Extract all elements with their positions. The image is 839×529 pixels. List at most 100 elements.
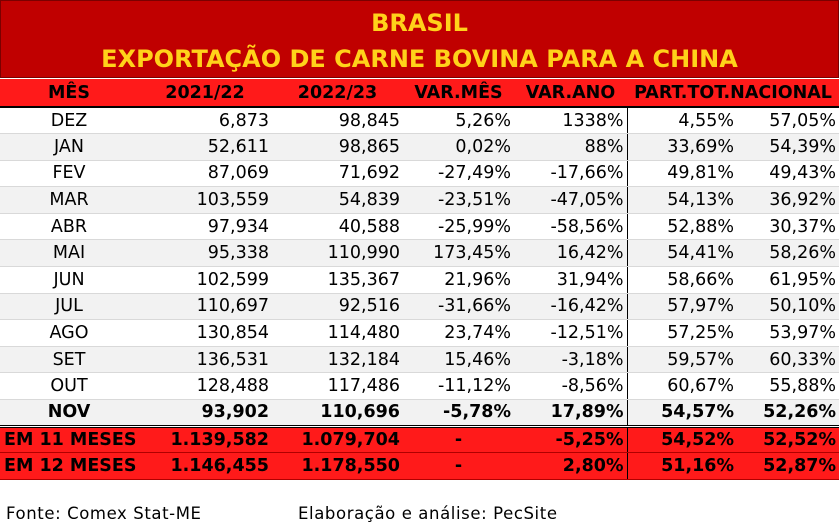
cell-mes: JAN: [0, 133, 138, 161]
cell-part-2: 61,95%: [737, 266, 839, 294]
cell-2021-22: 95,338: [138, 239, 272, 268]
cell-var-ano: -12,51%: [514, 319, 628, 347]
cell-2021-22: 97,934: [138, 213, 272, 241]
cell-2022-23: 135,367: [272, 266, 403, 294]
cell-part-1: 54,57%: [627, 399, 737, 428]
cell-summary-label: EM 11 MESES: [0, 426, 138, 454]
cell-mes: JUL: [0, 293, 138, 321]
cell-part-1: 54,52%: [627, 426, 737, 454]
table-row: MAR 103,559 54,839 -23,51% -47,05% 54,13% 36,9…: [0, 186, 839, 214]
cell-part-2: 58,26%: [737, 239, 839, 268]
cell-var-ano: 17,89%: [514, 399, 628, 428]
cell-mes: AGO: [0, 319, 138, 347]
cell-part-1: 57,25%: [627, 319, 737, 347]
table-row: NOV 93,902 110,696 -5,78% 17,89% 54,57% 52,26%: [0, 399, 839, 428]
cell-part-1: 51,16%: [627, 452, 737, 480]
cell-var-ano: 1338%: [514, 107, 628, 135]
cell-2022-23: 54,839: [272, 186, 403, 214]
header-2022-23: 2022/23: [272, 79, 403, 108]
cell-2021-22: 110,697: [138, 293, 272, 321]
cell-var-mes: 0,02%: [403, 133, 514, 161]
cell-2022-23: 92,516: [272, 293, 403, 321]
cell-mes: MAI: [0, 239, 138, 268]
cell-var-ano: -3,18%: [514, 346, 628, 374]
cell-var-mes: 21,96%: [403, 266, 514, 294]
cell-part-2: 30,37%: [737, 213, 839, 241]
cell-2021-22: 128,488: [138, 372, 272, 401]
cell-var-mes: 173,45%: [403, 239, 514, 268]
cell-2022-23: 114,480: [272, 319, 403, 347]
title-banner: BRASIL EXPORTAÇÃO DE CARNE BOVINA PARA A…: [0, 0, 839, 78]
table-row: MAI 95,338 110,990 173,45% 16,42% 54,41% 58,26…: [0, 239, 839, 268]
cell-part-2: 52,87%: [737, 452, 839, 480]
cell-part-2: 54,39%: [737, 133, 839, 161]
table-row: JAN 52,611 98,865 0,02% 88% 33,69% 54,39%: [0, 133, 839, 161]
table-row: JUN 102,599 135,367 21,96% 31,94% 58,66% 61,95…: [0, 266, 839, 294]
cell-var-ano: -16,42%: [514, 293, 628, 321]
cell-2021-22: 52,611: [138, 133, 272, 161]
cell-2022-23: 1.079,704: [272, 426, 403, 454]
header-part-tot-nacional: PART.TOT.NACIONAL: [627, 79, 839, 108]
cell-var-mes: 5,26%: [403, 107, 514, 135]
cell-var-mes: -5,78%: [403, 399, 514, 428]
cell-mes: JUN: [0, 266, 138, 294]
table-row: DEZ 6,873 98,845 5,26% 1338% 4,55% 57,05%: [0, 107, 839, 135]
cell-2022-23: 132,184: [272, 346, 403, 374]
table-row: SET 136,531 132,184 15,46% -3,18% 59,57% 60,33…: [0, 346, 839, 374]
cell-part-1: 54,41%: [627, 239, 737, 268]
cell-2021-22: 93,902: [138, 399, 272, 428]
cell-var-ano: -5,25%: [514, 426, 628, 454]
cell-var-ano: 31,94%: [514, 266, 628, 294]
cell-var-ano: 2,80%: [514, 452, 628, 480]
cell-mes: DEZ: [0, 107, 138, 135]
cell-2021-22: 6,873: [138, 107, 272, 135]
cell-var-mes: -: [403, 426, 514, 454]
cell-2021-22: 136,531: [138, 346, 272, 374]
cell-2022-23: 98,845: [272, 107, 403, 135]
header-var-ano: VAR.ANO: [514, 79, 627, 108]
footer-source: Fonte: Comex Stat-ME: [6, 504, 202, 523]
header-var-mes: VAR.MÊS: [403, 79, 514, 108]
title-country: BRASIL: [371, 9, 468, 37]
cell-2022-23: 71,692: [272, 160, 403, 188]
cell-part-2: 55,88%: [737, 372, 839, 401]
table-row: AGO 130,854 114,480 23,74% -12,51% 57,25% 53,9…: [0, 319, 839, 347]
cell-part-1: 57,97%: [627, 293, 737, 321]
cell-mes: OUT: [0, 372, 138, 401]
cell-part-1: 4,55%: [627, 107, 737, 135]
cell-part-2: 52,52%: [737, 426, 839, 454]
cell-part-1: 33,69%: [627, 133, 737, 161]
cell-mes: SET: [0, 346, 138, 374]
cell-var-mes: -27,49%: [403, 160, 514, 188]
cell-2022-23: 110,990: [272, 239, 403, 268]
footer-elaboration: Elaboração e análise: PecSite: [298, 504, 558, 523]
cell-part-2: 53,97%: [737, 319, 839, 347]
cell-var-mes: 23,74%: [403, 319, 514, 347]
cell-summary-label: EM 12 MESES: [0, 452, 138, 480]
cell-mes: FEV: [0, 160, 138, 188]
cell-var-ano: -8,56%: [514, 372, 628, 401]
header-row: MÊS 2021/22 2022/23 VAR.MÊS VAR.ANO PART…: [0, 79, 839, 108]
cell-part-2: 57,05%: [737, 107, 839, 135]
cell-part-2: 60,33%: [737, 346, 839, 374]
cell-part-1: 54,13%: [627, 186, 737, 214]
footer: Fonte: Comex Stat-ME Elaboração e anális…: [0, 502, 839, 529]
cell-2021-22: 1.146,455: [138, 452, 272, 480]
cell-var-ano: 16,42%: [514, 239, 628, 268]
table-row: OUT 128,488 117,486 -11,12% -8,56% 60,67% 55,8…: [0, 372, 839, 401]
table-row: JUL 110,697 92,516 -31,66% -16,42% 57,97% 50,1…: [0, 293, 839, 321]
table-row: FEV 87,069 71,692 -27,49% -17,66% 49,81% 49,43…: [0, 160, 839, 188]
cell-part-2: 52,26%: [737, 399, 839, 428]
cell-var-mes: -23,51%: [403, 186, 514, 214]
cell-part-1: 59,57%: [627, 346, 737, 374]
cell-mes: MAR: [0, 186, 138, 214]
cell-2022-23: 110,696: [272, 399, 403, 428]
cell-mes: NOV: [0, 399, 138, 428]
title-subject: EXPORTAÇÃO DE CARNE BOVINA PARA A CHINA: [101, 45, 738, 73]
cell-2021-22: 103,559: [138, 186, 272, 214]
cell-var-mes: -: [403, 452, 514, 480]
cell-part-1: 49,81%: [627, 160, 737, 188]
summary-row: EM 11 MESES 1.139,582 1.079,704- -5,25% 54,5…: [0, 426, 839, 454]
cell-2021-22: 102,599: [138, 266, 272, 294]
